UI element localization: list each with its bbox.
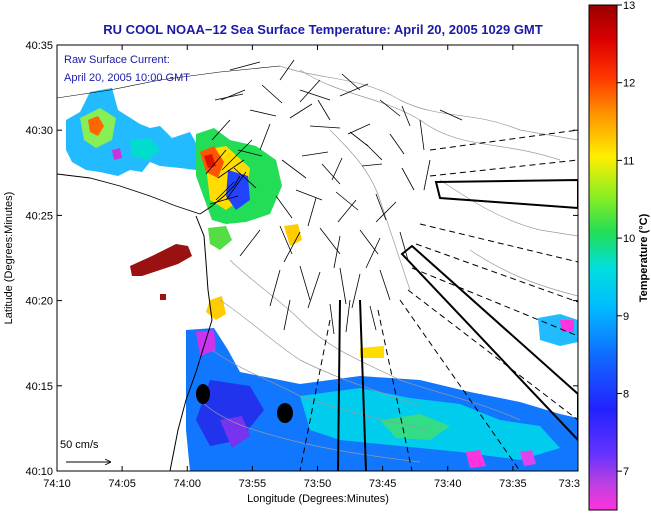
station-marker-east <box>277 403 293 423</box>
x-tick-label: 74:05 <box>108 478 136 490</box>
sst-patch-northwest-hot <box>88 116 104 136</box>
sst-patch-mid-a <box>208 226 232 250</box>
inset-current-time: April 20, 2005 10:00 GMT <box>64 72 190 84</box>
y-tick-label: 40:25 <box>25 210 53 222</box>
shipping-lane-outline <box>400 244 578 442</box>
sst-patch-south-magenta-2 <box>520 450 536 466</box>
y-tick-label: 40:10 <box>25 466 53 478</box>
x-tick-label: 73:55 <box>239 478 267 490</box>
x-tick-label: 73:50 <box>304 478 332 490</box>
surface-current-vectors <box>205 59 463 335</box>
sst-patch-sandy-hook-blue <box>226 170 250 210</box>
coastline-new-jersey <box>169 215 213 471</box>
colorbar-tick-label: 9 <box>623 311 629 323</box>
sst-patch-northwest-magenta <box>112 148 122 160</box>
coastline-long-island <box>57 173 201 215</box>
sst-patch-yellow-strip <box>360 346 384 358</box>
figure-title: RU COOL NOAA−12 Sea Surface Temperature:… <box>103 22 542 37</box>
x-tick-label: 73:35 <box>499 478 527 490</box>
y-tick-label: 40:35 <box>25 40 53 52</box>
y-axis-label: Latitude (Degrees:Minutes) <box>3 192 15 325</box>
colorbar-tick-label: 8 <box>623 388 629 400</box>
sst-patch-south-pink <box>466 450 486 468</box>
map-plot-area: Raw Surface Current: April 20, 2005 10:0… <box>57 45 578 471</box>
coastline-sandy-hook <box>199 175 241 215</box>
x-tick-label: 73:40 <box>434 478 462 490</box>
colorbar-tick-label: 10 <box>623 233 635 245</box>
inset-current-label: Raw Surface Current: <box>64 54 170 66</box>
sst-patch-northwest-cyan <box>130 138 160 160</box>
sst-patch-mid-b <box>284 224 302 246</box>
y-tick-label: 40:20 <box>25 296 53 308</box>
x-tick-label: 74:10 <box>43 478 71 490</box>
sst-patch-shore-pink <box>196 330 216 356</box>
temperature-colorbar <box>588 4 618 511</box>
channel-outline <box>434 178 578 210</box>
x-tick-label: 73:45 <box>369 478 397 490</box>
sst-data-layer <box>66 88 578 471</box>
station-marker-west <box>196 384 210 404</box>
sst-patch-sandy-hook-red <box>204 154 216 168</box>
colorbar-ticks: 13 12 11 10 9 8 7 <box>617 0 635 478</box>
x-axis-ticks: 74:10 74:05 74:00 73:55 73:50 73:45 73:40 73:35… <box>43 45 580 490</box>
x-tick-label: 73:3 <box>559 478 580 490</box>
colorbar-tick-label: 12 <box>623 78 635 90</box>
x-tick-label: 74:00 <box>173 478 201 490</box>
colorbar-tick-label: 11 <box>623 155 634 167</box>
radar-sweep-lines <box>299 129 578 471</box>
land-layer <box>57 65 281 471</box>
y-axis-ticks: 40:35 40:30 40:25 40:20 40:15 40:10 <box>25 40 578 478</box>
y-tick-label: 40:30 <box>25 125 53 137</box>
coastline-staten-raritan <box>57 65 281 99</box>
sst-patch-shore-warm <box>130 244 192 276</box>
sst-patch-south-violet <box>220 416 250 448</box>
colorbar-tick-label: 13 <box>623 0 635 12</box>
sst-pixel-shore <box>160 294 166 300</box>
colorbar-label: Temperature (°C) <box>638 213 650 302</box>
scale-arrow-label: 50 cm/s <box>60 439 99 451</box>
y-tick-label: 40:15 <box>25 381 53 393</box>
colorbar-tick-label: 7 <box>623 466 629 478</box>
x-axis-label: Longitude (Degrees:Minutes) <box>247 493 389 505</box>
sst-patch-east-pink <box>560 320 574 332</box>
